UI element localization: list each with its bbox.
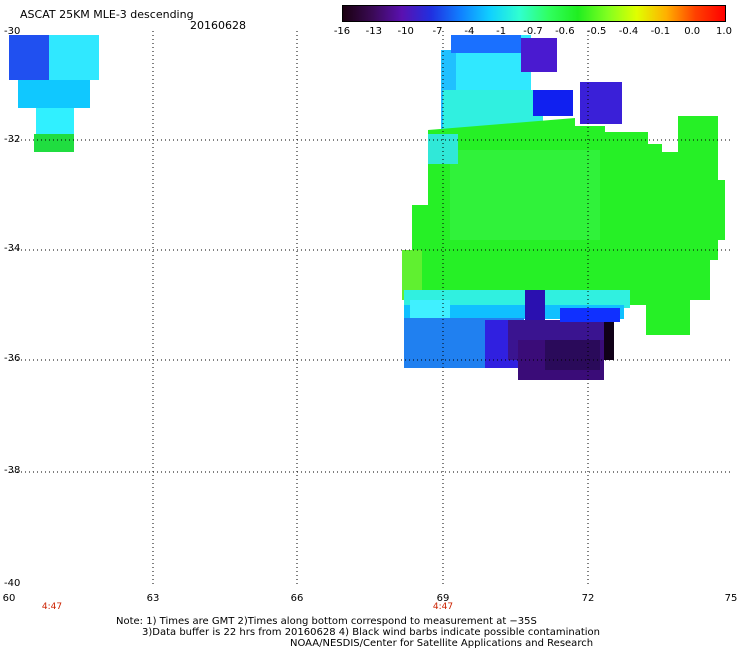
colorbar-tick-label: 1.0: [716, 26, 732, 37]
colorbar-tick-label: -0.7: [523, 26, 543, 37]
x-tick: 60: [2, 593, 16, 604]
x-tick: 66: [290, 593, 304, 604]
colorbar-tick-label: -10: [397, 26, 414, 37]
colorbar-tick-label: -0.4: [618, 26, 639, 37]
lat-lon-grid: [9, 31, 733, 585]
colorbar-tick-label: -4: [464, 26, 475, 37]
colorbar-tick-label: -1: [496, 26, 507, 37]
colorbar-tick-label: 0.0: [684, 26, 701, 37]
colorbar-tick-label: -0.5: [586, 26, 607, 37]
colorbar-tick-label: -0.6: [555, 26, 575, 37]
swath-cell: [34, 134, 74, 152]
y-tick: -40: [4, 578, 21, 589]
map-title: ASCAT 25KM MLE-3 descending: [20, 8, 194, 21]
note-line-3: NOAA/NESDIS/Center for Satellite Applica…: [290, 638, 594, 649]
y-tick: -38: [4, 465, 21, 476]
map-date: 20160628: [190, 19, 246, 32]
colorbar: [342, 5, 726, 22]
x-tick: 63: [146, 593, 160, 604]
scatterometer-swaths: [9, 35, 725, 380]
swath-cell: [580, 82, 622, 124]
colorbar-tick-label: -0.1: [650, 26, 671, 37]
y-tick: -34: [4, 243, 21, 254]
time-label: 4:47: [432, 602, 454, 612]
swath-cell: [49, 35, 99, 80]
swath-cell: [521, 38, 557, 72]
swath-cell: [545, 340, 600, 370]
y-tick: -36: [4, 353, 21, 364]
y-tick: -30: [4, 26, 21, 37]
x-tick: 75: [724, 593, 738, 604]
y-tick: -32: [4, 134, 21, 145]
colorbar-tick-label: -7: [432, 26, 443, 37]
note-line-2: 3)Data buffer is 22 hrs from 20160628 4)…: [142, 627, 600, 638]
swath-cell: [560, 308, 620, 322]
swath-cell: [533, 90, 573, 116]
swath-cell: [36, 108, 74, 136]
colorbar-tick-label: -16: [333, 26, 351, 37]
swath-cell: [402, 250, 422, 300]
swath-cell: [410, 300, 450, 318]
swath-cell: [404, 290, 630, 308]
swath-cell: [451, 35, 521, 53]
swath-cell: [525, 290, 545, 320]
note-line-1: Note: 1) Times are GMT 2)Times along bot…: [116, 616, 537, 627]
colorbar-tick-label: -13: [365, 26, 382, 37]
time-label: 4:47: [41, 602, 63, 612]
x-tick: 72: [581, 593, 595, 604]
swath-cell: [9, 35, 49, 80]
swath-cell: [18, 80, 90, 108]
x-tick: 69: [436, 593, 450, 604]
swath-cell: [604, 322, 614, 360]
swath-cell: [450, 150, 600, 240]
